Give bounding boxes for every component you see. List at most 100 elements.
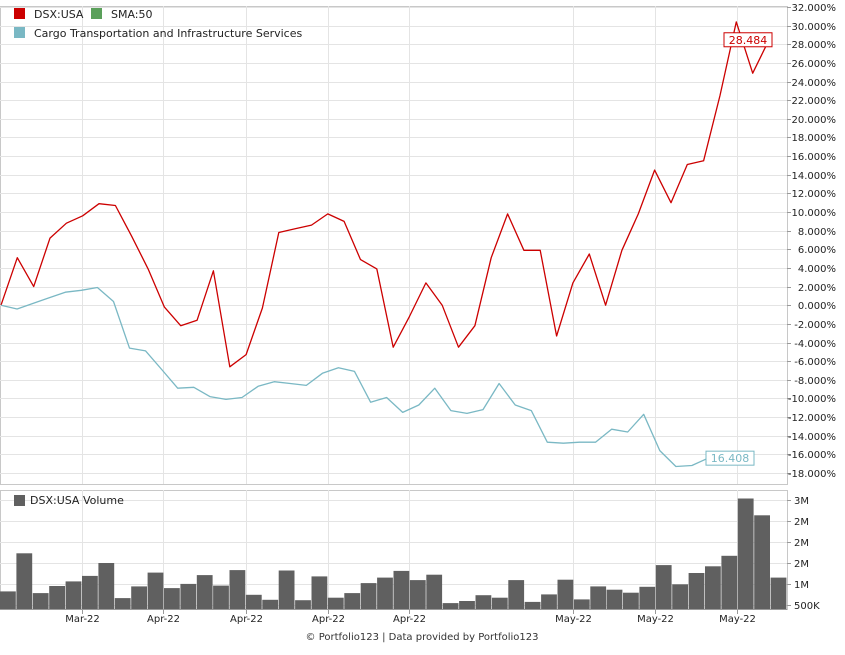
volume-bar <box>0 591 16 609</box>
volume-tick-label: 3M <box>794 496 809 507</box>
volume-tick-label: 500K <box>794 601 820 612</box>
end-label-value: 28.484 <box>729 34 768 47</box>
x-tick-label: Apr-22 <box>393 614 426 625</box>
volume-bar <box>491 597 508 609</box>
end-label-box <box>705 450 755 466</box>
x-tick-label: May-22 <box>637 614 674 625</box>
price-tick-label: 20.000% <box>792 115 837 126</box>
volume-bar <box>475 595 492 609</box>
volume-bar <box>164 588 180 609</box>
volume-tick-label: 2M <box>794 517 809 528</box>
volume-y-axis: 3M 2M 2M 2M 1M 500K <box>787 496 820 612</box>
price-tick-label: 16.000% <box>792 152 837 163</box>
price-tick-label: -2.000% <box>794 320 836 331</box>
volume-bar <box>639 586 656 609</box>
volume-bar <box>327 597 344 609</box>
legend-swatch <box>91 8 102 19</box>
price-legend: DSX:USA SMA:50 Cargo Transportation and In… <box>14 8 302 40</box>
price-tick-label: 0.000% <box>798 301 836 312</box>
price-tick-label: -14.000% <box>788 432 836 443</box>
volume-bar <box>82 575 98 609</box>
price-tick-label: 12.000% <box>792 189 837 200</box>
legend-swatch <box>14 8 25 19</box>
volume-bar <box>147 572 164 609</box>
volume-bar <box>524 601 541 609</box>
volume-bar <box>114 598 131 609</box>
x-tick-label: Apr-22 <box>230 614 263 625</box>
volume-bar <box>508 580 525 609</box>
volume-bar <box>459 601 475 609</box>
volume-bar <box>409 580 426 609</box>
legend-label: Cargo Transportation and Infrastructure … <box>34 27 302 40</box>
volume-bar <box>344 593 361 609</box>
volume-bar <box>213 585 229 609</box>
series-line-dsx <box>0 21 770 368</box>
volume-bars <box>0 498 787 609</box>
volume-bar <box>229 570 246 609</box>
volume-bar <box>426 574 443 609</box>
price-tick-label: -10.000% <box>788 394 836 405</box>
price-grid <box>0 6 788 485</box>
volume-bar <box>623 592 639 609</box>
price-tick-label: 26.000% <box>792 59 837 70</box>
volume-bar <box>590 586 607 609</box>
legend-swatch <box>14 27 25 38</box>
volume-bar <box>557 579 574 609</box>
volume-bar <box>688 573 705 609</box>
volume-bar <box>377 577 393 609</box>
volume-bar <box>606 589 623 609</box>
volume-bar <box>278 570 295 609</box>
price-tick-label: -6.000% <box>794 357 836 368</box>
volume-bar <box>65 581 82 609</box>
volume-bar <box>541 594 557 609</box>
price-tick-label: -18.000% <box>788 469 836 480</box>
volume-bar <box>262 599 279 609</box>
x-tick-label: Mar-22 <box>65 614 100 625</box>
price-tick-label: 14.000% <box>792 171 837 182</box>
volume-tick-label: 1M <box>794 580 809 591</box>
volume-bar <box>721 555 738 609</box>
x-tick-label: May-22 <box>719 614 756 625</box>
volume-legend-label: DSX:USA Volume <box>30 494 124 507</box>
price-tick-label: 30.000% <box>792 22 837 33</box>
price-y-axis: 32.000% 30.000% 28.000% 26.000% 24.000% 22.00… <box>787 3 836 480</box>
volume-bar <box>131 586 147 609</box>
volume-legend-swatch <box>14 495 25 506</box>
price-tick-label: -8.000% <box>794 376 836 387</box>
volume-bar <box>295 600 311 609</box>
volume-legend: DSX:USA Volume <box>14 494 124 507</box>
price-tick-label: 10.000% <box>792 208 837 219</box>
volume-bar <box>245 594 262 609</box>
legend-label: SMA:50 <box>111 8 153 21</box>
price-tick-label: 8.000% <box>798 227 836 238</box>
volume-bar <box>393 570 410 609</box>
x-axis: Mar-22 Apr-22 Apr-22 Apr-22 Apr-22 May-22 May-… <box>0 609 787 625</box>
volume-bar <box>180 583 197 609</box>
x-tick-label: Apr-22 <box>147 614 180 625</box>
legend-label: DSX:USA <box>34 8 84 21</box>
price-tick-label: 6.000% <box>798 245 836 256</box>
volume-bar <box>737 498 754 609</box>
price-tick-label: 2.000% <box>798 283 836 294</box>
price-tick-label: 18.000% <box>792 133 837 144</box>
price-tick-label: 4.000% <box>798 264 836 275</box>
volume-bar <box>442 603 459 609</box>
volume-tick-label: 2M <box>794 559 809 570</box>
volume-bar <box>770 577 787 609</box>
volume-bar <box>705 566 721 609</box>
price-tick-label: 22.000% <box>792 96 837 107</box>
price-series-group: 28.484 16.408 <box>0 21 773 468</box>
volume-bar <box>754 515 770 609</box>
volume-bar <box>32 593 49 609</box>
price-tick-label: 32.000% <box>792 3 837 14</box>
volume-bar <box>573 599 590 609</box>
end-label-box <box>723 32 773 48</box>
volume-bar <box>49 586 65 609</box>
price-tick-label: 24.000% <box>792 78 837 89</box>
footer-credit: © Portfolio123 | Data provided by Portfo… <box>306 632 539 643</box>
end-label-value: 16.408 <box>711 452 750 465</box>
volume-bar <box>311 576 328 609</box>
volume-bar <box>360 583 377 609</box>
